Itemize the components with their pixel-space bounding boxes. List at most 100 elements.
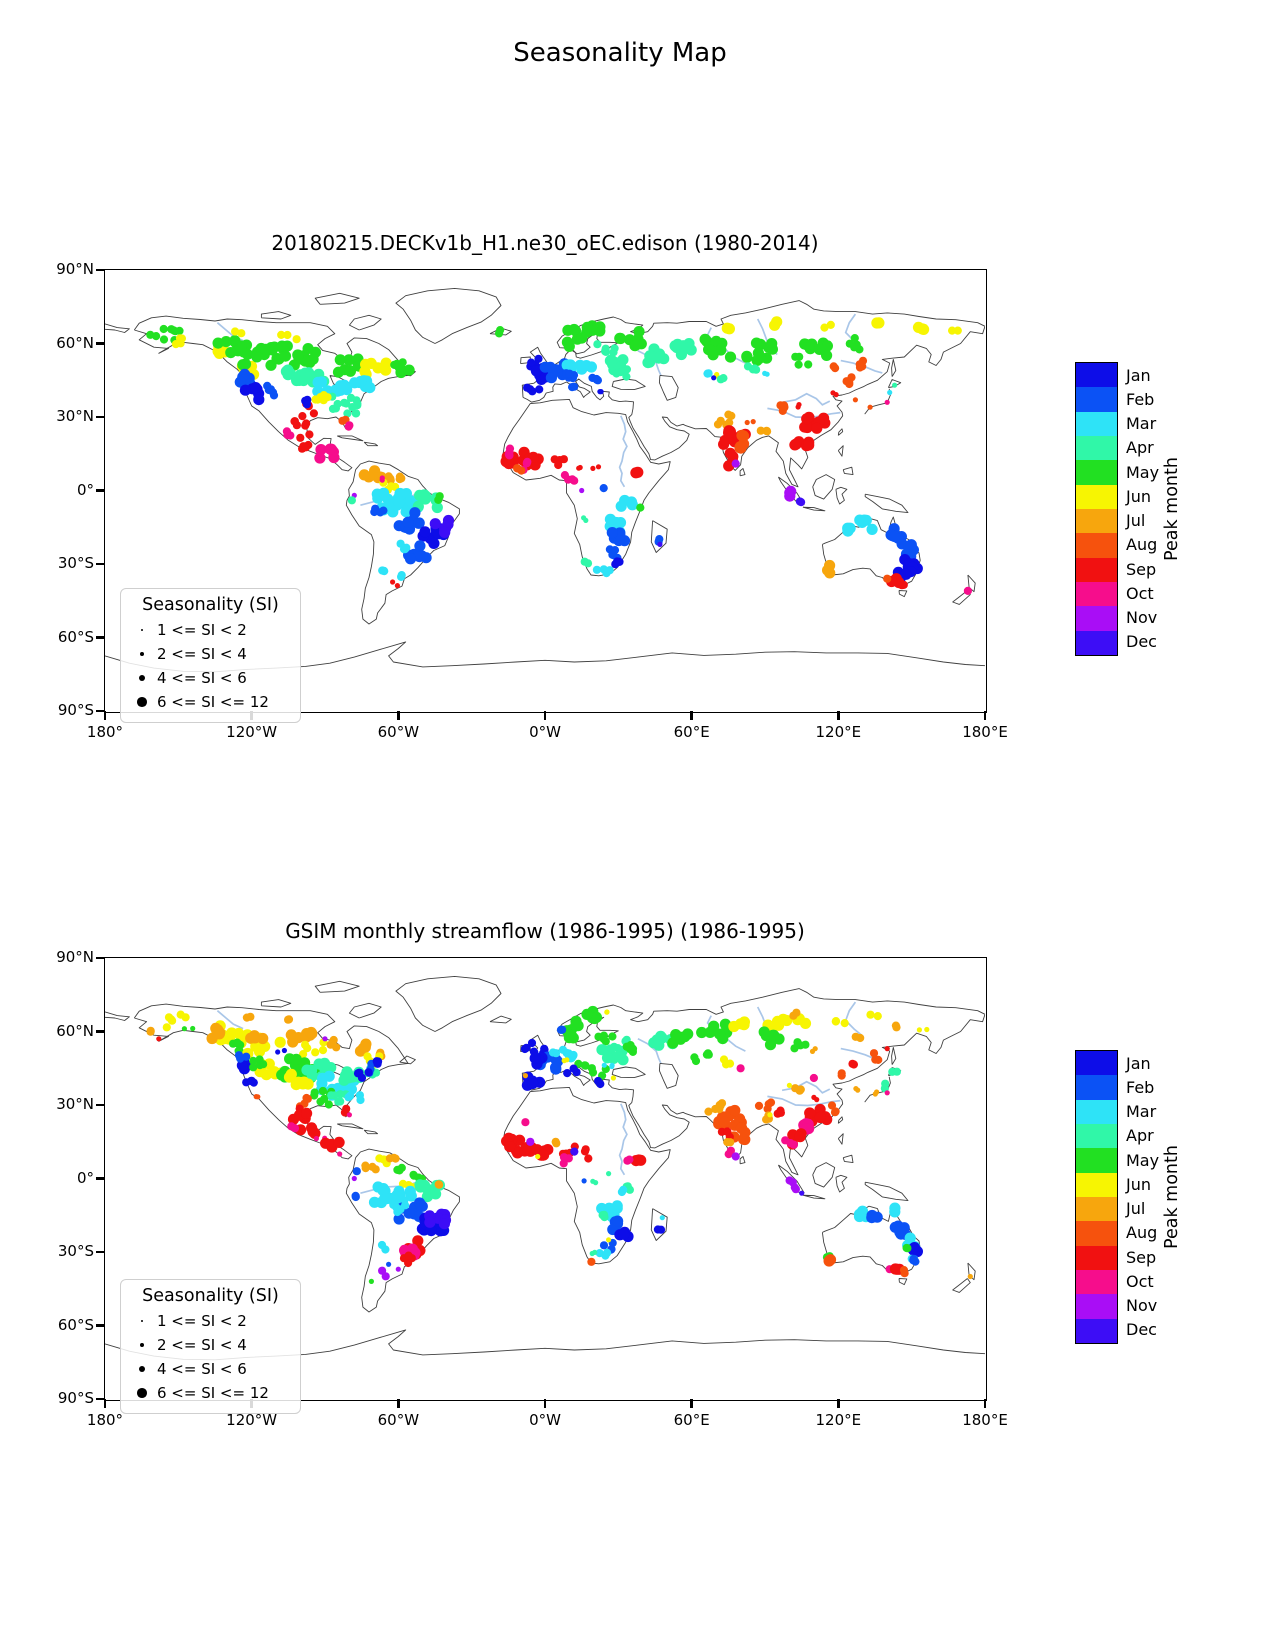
data-point [346,1091,355,1100]
data-point [899,580,908,589]
data-point [725,1059,735,1068]
coastline [650,1208,668,1241]
data-point [298,412,307,421]
data-point [527,358,536,367]
data-point [785,1176,794,1185]
coastline [837,428,844,436]
x-tick-label: 0°W [529,723,561,741]
x-tick [103,711,107,720]
data-point [390,360,399,369]
legend-item-label: 1 <= SI < 2 [157,1312,247,1330]
data-point [291,374,303,387]
data-point [766,338,778,350]
colorbar-month-label: Jul [1126,1199,1146,1219]
coastline [891,1046,897,1065]
coastline [337,435,364,442]
colorbar-month-label: Nov [1126,608,1158,628]
colorbar-model [1075,362,1118,656]
legend-items: 1 <= SI < 2 2 <= SI < 4 4 <= SI < 6 6 <= SI… [127,618,294,714]
x-tick [543,1399,547,1408]
coastline [837,445,844,457]
data-point [305,1026,317,1039]
data-point [570,1015,582,1027]
data-point [523,383,532,392]
data-point [375,1154,384,1163]
data-point [584,1154,593,1163]
data-point [630,467,642,479]
data-point [418,1179,431,1191]
coastline [658,374,679,401]
x-tick-label: 0°W [529,1411,561,1429]
data-point [612,1215,624,1227]
data-point [355,375,367,388]
data-point [614,1049,626,1061]
data-point [823,1255,835,1267]
x-tick-label: 180°E [962,1411,1008,1429]
data-point [563,1069,572,1078]
colorbar-cell-dec [1076,1318,1117,1343]
data-point [655,535,664,544]
data-point [505,451,514,460]
data-point [393,496,405,509]
data-point [315,376,328,388]
colorbar-month-label: Aug [1126,1223,1158,1243]
coastline [739,468,746,477]
data-point [779,401,789,410]
data-point [867,404,873,410]
data-point [799,1190,805,1196]
legend-items: 1 <= SI < 2 2 <= SI < 4 4 <= SI < 6 6 <= SI… [127,1309,294,1405]
data-point [376,508,385,517]
data-point [570,382,579,391]
data-point [891,1263,903,1275]
coastline [105,1011,130,1021]
x-tick-label: 120°W [226,723,278,741]
data-point [527,1038,537,1048]
legend-item: 4 <= SI < 6 [127,666,294,690]
coastline [887,379,902,389]
y-tick-label: 90°S [57,1389,94,1407]
x-tick [543,711,547,720]
data-point [162,1023,171,1032]
colorbar-month-label: Nov [1126,1296,1158,1316]
data-point [504,1141,516,1153]
y-tick-label: 60°S [57,1315,94,1334]
data-point [598,1211,607,1220]
legend-item-label: 1 <= SI < 2 [157,621,247,639]
data-point [703,1049,713,1058]
data-point [866,523,878,535]
data-point [644,350,656,362]
y-tick-label: 30°S [57,554,94,572]
data-point [625,1155,634,1164]
coastline [260,999,292,1008]
data-point [618,1228,630,1240]
legend-marker-column [127,1388,157,1398]
map-canvas-1 [105,975,985,1361]
data-point [351,1191,360,1200]
data-point [318,1046,328,1055]
data-point [776,1108,786,1117]
colorbar-month-label: Sep [1126,1247,1157,1267]
data-point [297,1078,309,1090]
data-point [588,1068,598,1077]
data-point [277,330,286,339]
data-point [299,1050,308,1059]
data-point [226,1027,238,1039]
data-point [343,1072,355,1084]
data-point [336,1097,345,1106]
data-point [527,1078,539,1090]
x-tick-label: 120°E [815,1411,862,1429]
data-point [429,518,441,530]
data-point [696,1026,708,1039]
data-point [360,358,372,370]
data-point [904,1232,916,1244]
data-point [606,527,618,539]
data-point [249,1056,258,1065]
data-point [386,1261,392,1267]
data-point [809,1073,819,1083]
data-point [741,350,753,362]
data-point [248,1030,260,1042]
data-point [535,1153,541,1160]
y-tick [96,709,105,713]
coastline [611,1066,646,1079]
data-point [718,1116,731,1128]
